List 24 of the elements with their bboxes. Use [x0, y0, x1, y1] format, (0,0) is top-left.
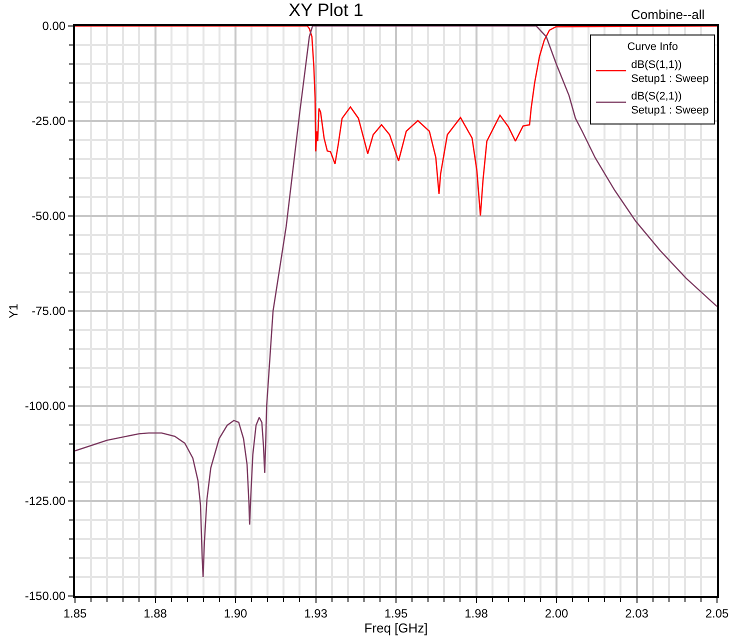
x-tick-label: 2.05 [705, 606, 729, 620]
x-tick-label: 1.90 [224, 606, 248, 620]
x-tick-label: 1.88 [144, 606, 168, 620]
y-tick-label: -25.00 [32, 114, 66, 128]
y-tick-label: 0.00 [42, 19, 66, 34]
x-tick-label: 1.85 [63, 606, 87, 620]
y-tick-label: -50.00 [32, 209, 66, 224]
y-tick-label: -125.00 [24, 494, 66, 508]
text: Combine--all [631, 7, 705, 22]
x-tick-label: 1.93 [304, 606, 328, 620]
y-tick-label: -150.00 [24, 589, 66, 604]
x-tick-label: 1.95 [384, 606, 408, 620]
y-axis-title: Y1 [6, 303, 21, 318]
chart-title: XY Plot 1 [288, 0, 364, 20]
line-series [75, 26, 717, 216]
line-series [75, 26, 717, 578]
x-axis-title: Freq [GHz] [364, 620, 428, 636]
x-tick-label: 1.98 [464, 606, 488, 620]
legend-title: Curve Info [627, 40, 678, 53]
y-tick-label: -100.00 [24, 399, 66, 414]
x-tick-label: 2.03 [625, 606, 649, 620]
x-tick-label: 2.00 [544, 606, 568, 620]
legend-label: dB(S(2,1)) Setup1 : Sweep [631, 90, 709, 117]
y-tick-label: -75.00 [32, 304, 66, 318]
